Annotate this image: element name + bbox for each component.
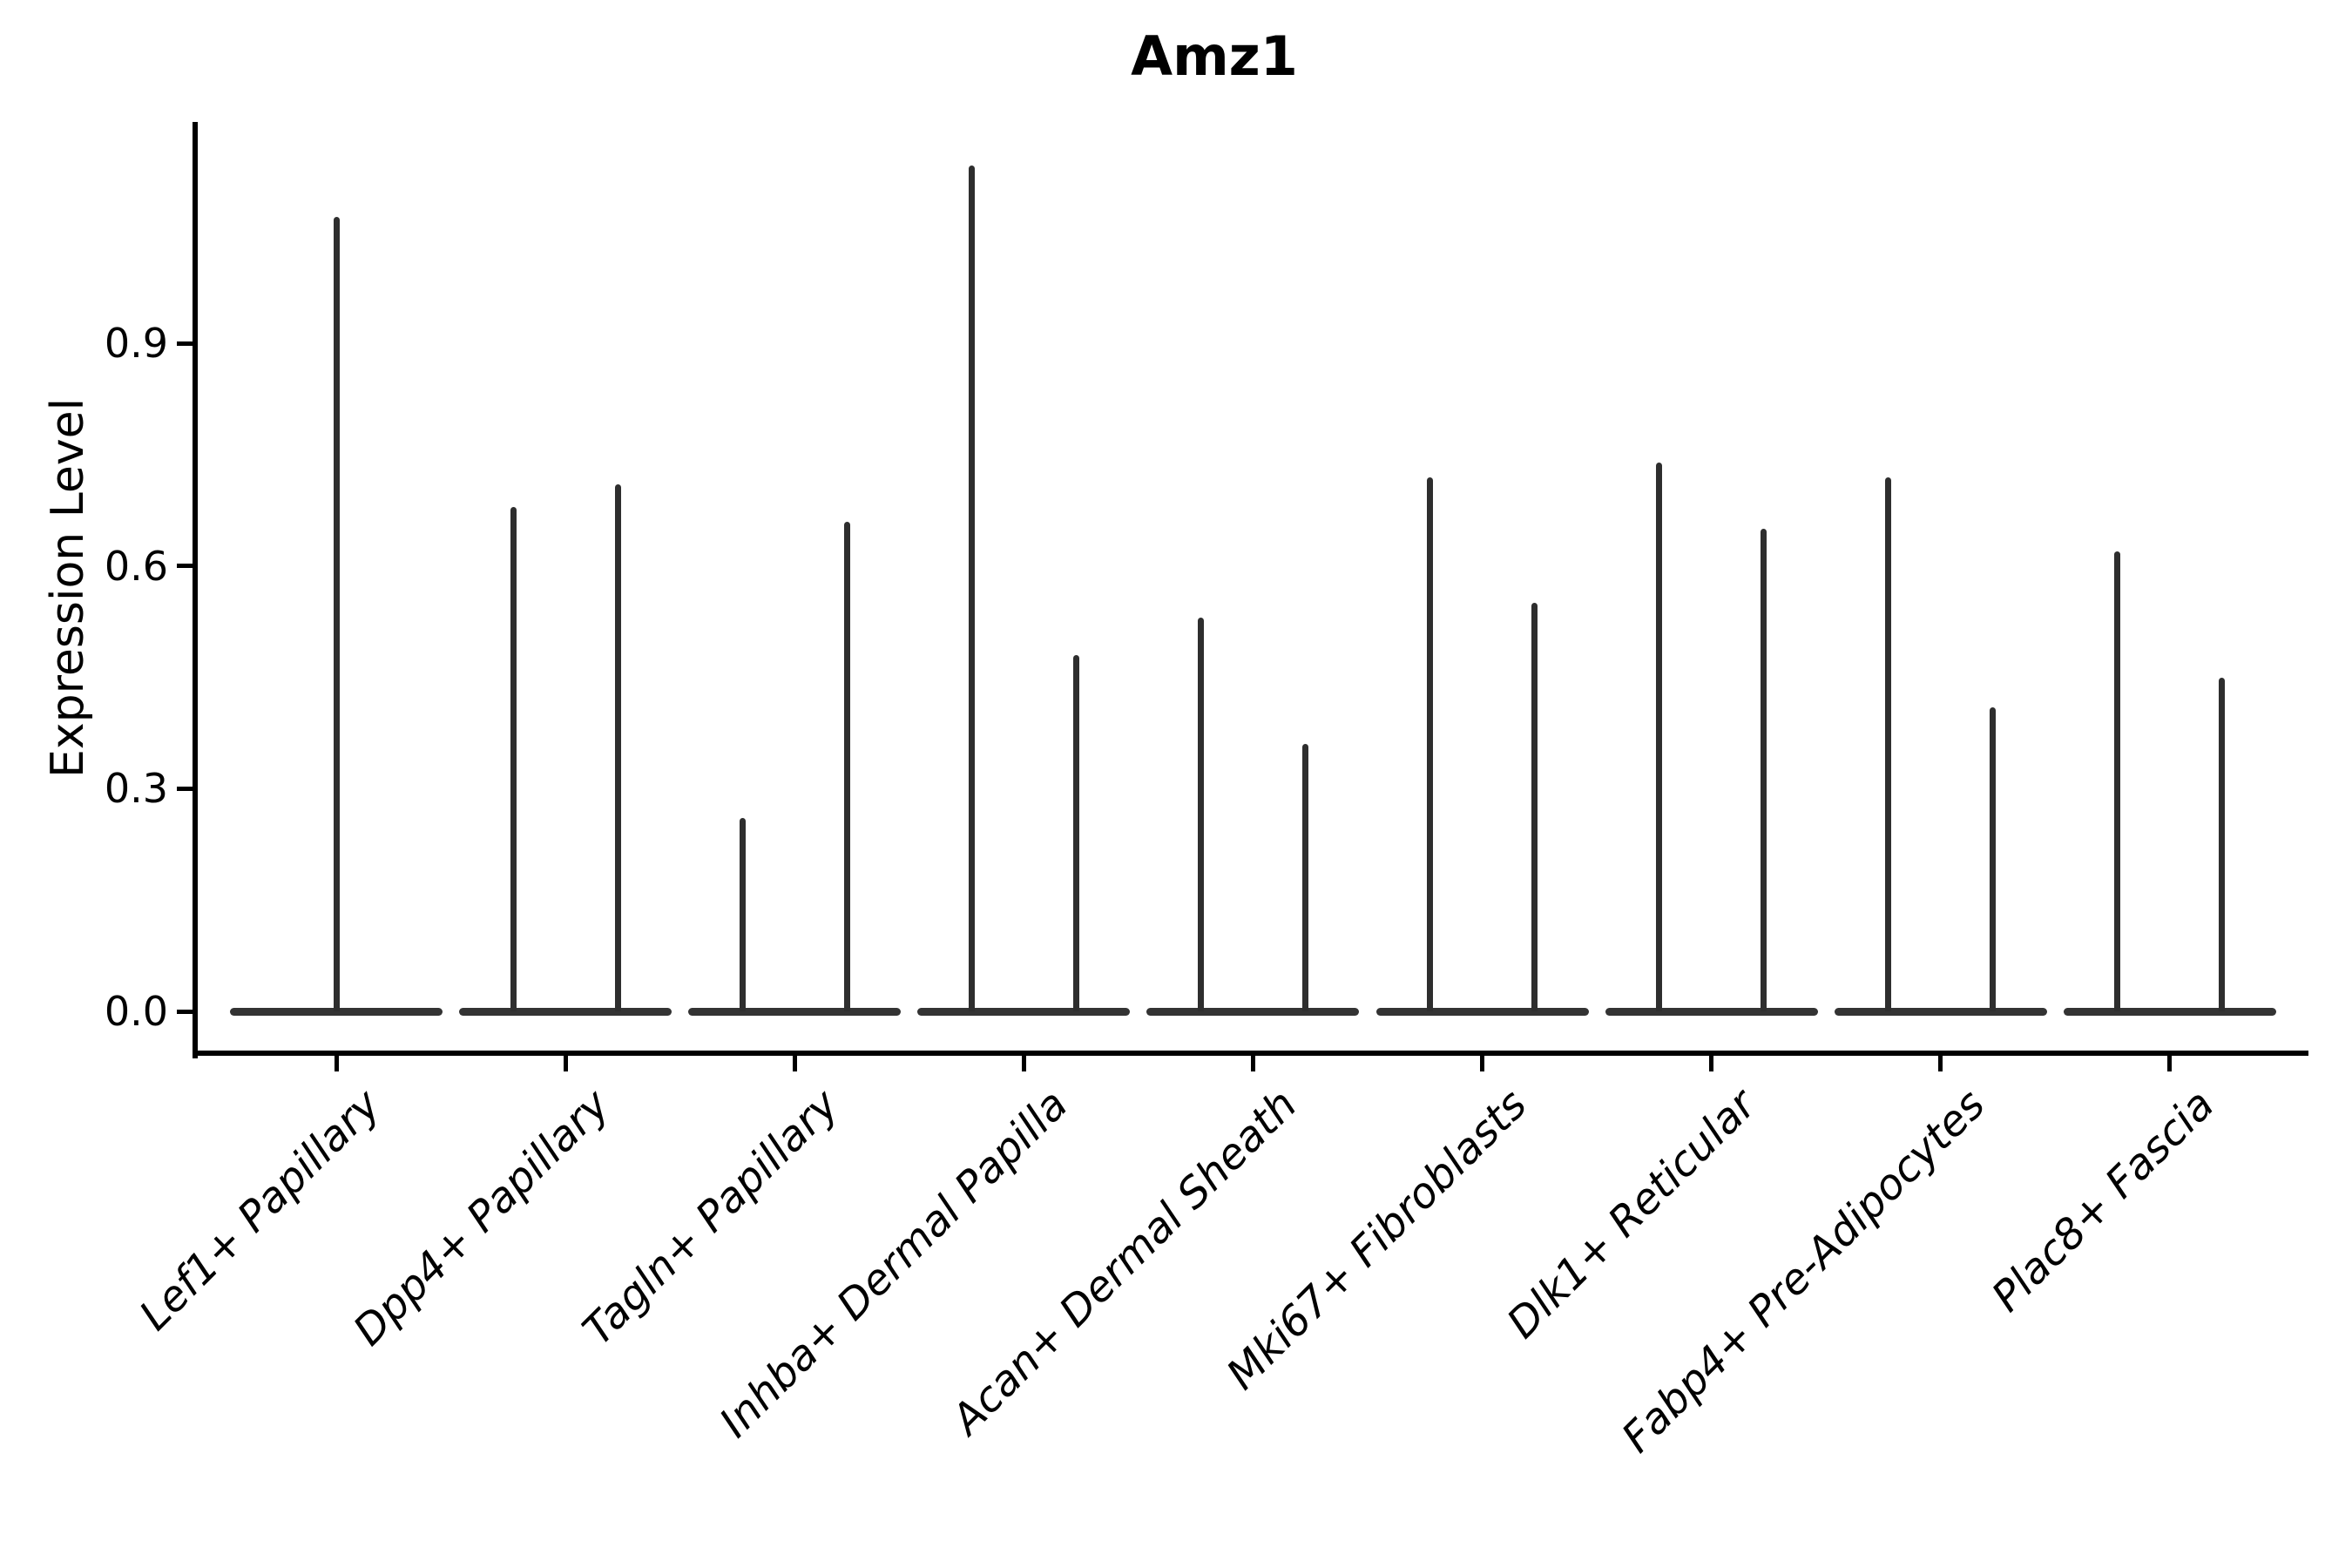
violin-spike xyxy=(1427,476,1433,1011)
violin-spike xyxy=(1885,476,1892,1011)
x-tick xyxy=(563,1056,568,1071)
y-tick xyxy=(177,786,193,791)
violin-spike xyxy=(968,165,975,1011)
violin-spike xyxy=(739,818,746,1011)
violin-spike xyxy=(614,484,621,1011)
violin-spike xyxy=(1072,655,1079,1011)
x-tick xyxy=(1938,1056,1943,1071)
violin-spike xyxy=(1197,618,1204,1011)
chart-title: Amz1 xyxy=(1131,24,1298,88)
violin-spike xyxy=(510,506,517,1011)
y-tick-label: 0.6 xyxy=(104,542,168,590)
y-axis-label: Expression Level xyxy=(42,397,94,779)
violin-spike xyxy=(333,217,340,1011)
x-tick xyxy=(1709,1056,1714,1071)
violin-spike xyxy=(1531,603,1538,1011)
x-tick xyxy=(2167,1056,2173,1071)
violin-baseline xyxy=(1375,1008,1589,1016)
y-tick-label: 0.0 xyxy=(104,988,168,1035)
violin-baseline xyxy=(2063,1008,2276,1016)
y-tick-label: 0.9 xyxy=(104,320,168,368)
violin-spike xyxy=(1990,706,1997,1011)
violin-spike xyxy=(2114,551,2121,1011)
y-axis-line xyxy=(193,122,198,1058)
violin-baseline xyxy=(688,1008,902,1016)
violin-spike xyxy=(1301,744,1308,1011)
y-tick xyxy=(177,1009,193,1014)
x-tick xyxy=(1250,1056,1255,1071)
violin-spike xyxy=(843,521,850,1011)
x-tick xyxy=(1021,1056,1026,1071)
violin-baseline xyxy=(1146,1008,1360,1016)
x-axis-line xyxy=(193,1051,2308,1056)
violin-baseline xyxy=(1834,1008,2047,1016)
violin-baseline xyxy=(1605,1008,1818,1016)
y-tick-label: 0.3 xyxy=(104,765,168,813)
x-tick xyxy=(1480,1056,1484,1071)
violin-spike xyxy=(1656,462,1663,1011)
y-tick xyxy=(177,564,193,569)
violin-baseline xyxy=(230,1008,443,1016)
x-tick xyxy=(792,1056,797,1071)
violin-spike xyxy=(2219,677,2226,1011)
violin-baseline xyxy=(917,1008,1131,1016)
x-tick xyxy=(334,1056,339,1071)
y-tick xyxy=(177,341,193,346)
violin-baseline xyxy=(459,1008,672,1016)
violin-spike xyxy=(1761,529,1767,1011)
